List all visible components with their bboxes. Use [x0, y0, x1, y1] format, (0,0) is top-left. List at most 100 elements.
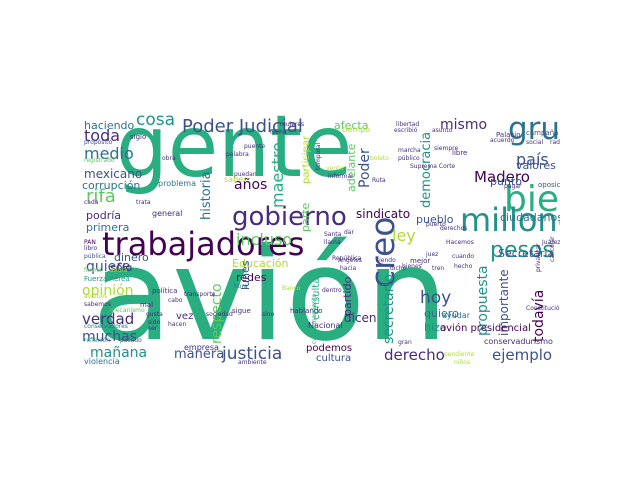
word-sido: sido [148, 319, 161, 326]
word-pais: país [516, 150, 549, 169]
word-madero: Madero [474, 168, 530, 186]
word-banco: Banco [282, 285, 301, 292]
word-radio: radio [550, 139, 560, 146]
word-obra: obra [162, 155, 176, 162]
word-hacen: hacen [168, 321, 187, 328]
word-puente: puente [244, 143, 266, 150]
word-puerto: puerto [426, 221, 446, 228]
word-historia: historia [199, 171, 214, 220]
word-primera: primera [86, 221, 130, 234]
word-conservadores: conservadores [84, 323, 128, 330]
word-mecanismo: mecanismo [110, 307, 145, 314]
word-acuerdo: acuerdo [490, 137, 515, 144]
word-sabemos: sabemos [84, 301, 111, 308]
word-tiempo: tiempo [342, 125, 371, 134]
word-opinion: opinión [82, 283, 134, 299]
word-sigue: sigue [232, 307, 251, 315]
word-puedan: puedan [234, 171, 257, 178]
word-verdad: verdad [82, 310, 135, 328]
word-violencia: violencia [84, 357, 120, 366]
word-avion-presidencial: avión presidencial [440, 323, 531, 334]
word-podemos: podemos [306, 343, 353, 354]
word-manera: manera [174, 347, 225, 362]
word-sindicato: sindicato [356, 207, 411, 221]
word-gente: gente [116, 112, 353, 197]
word-registrado: registrado [84, 157, 115, 164]
word-trata: trata [136, 199, 151, 206]
word-hablando: hablando [290, 307, 323, 315]
word-todavia: todavía [531, 289, 547, 342]
word-dicen: dicen [344, 311, 377, 325]
word-anos: años [234, 177, 268, 193]
word-hoy: hoy [420, 288, 452, 308]
word-sociedad: sociedad [206, 311, 233, 318]
word-dar: dar [344, 229, 354, 236]
word-hacemos: Hacemos [446, 239, 474, 246]
word-dicho: dicho [390, 265, 407, 272]
word-temporal: temporal [315, 142, 322, 170]
word-escribio: escribió [394, 127, 418, 134]
word-social: social [526, 139, 544, 146]
word-mejor: mejor [410, 257, 431, 265]
word-poder-judicial: Poder Judicial [182, 116, 303, 137]
word-hora: hora [234, 283, 248, 290]
word-derecho: derecho [384, 346, 445, 364]
word-corrupcion: corrupción [82, 179, 141, 192]
word-cuestionamiento: cuestionamiento [311, 293, 318, 344]
word-secretaria: Secretaria [498, 247, 555, 260]
word-grupo: grupo [508, 112, 560, 147]
word-gobierno: gobierno [232, 202, 347, 232]
word-ejemplo: ejemplo [492, 346, 553, 364]
word-siempre: siempre [434, 145, 459, 152]
word-gran: gran [398, 339, 412, 346]
word-marcha: marcha [398, 147, 421, 154]
word-pueblo: pueblo [416, 213, 454, 226]
word-juez: juez [426, 251, 439, 258]
word-llama: llama [324, 239, 341, 246]
word-constitucion: Constitución [526, 305, 560, 312]
word-pendiente: pendiente [444, 351, 475, 358]
word-hizo: hizo [424, 321, 447, 334]
word-valores: valores [516, 159, 556, 172]
word-medio: medio [84, 144, 134, 163]
word-aviones: aviones [84, 293, 108, 300]
word-privatizar: privatizar [535, 243, 542, 272]
word-educacion: Educación [232, 257, 289, 270]
word-manana: mañana [90, 345, 148, 361]
word-asunto: asunto [432, 127, 453, 134]
word-hecho: hecho [454, 263, 473, 270]
word-toda: toda [84, 126, 121, 145]
word-empresa: empresa [184, 343, 219, 352]
word-libre: libre [452, 149, 468, 157]
word-conservadurismo: conservadurismo [484, 337, 553, 346]
word-justicia: justicia [222, 344, 283, 364]
word-nacional: Nacional [308, 321, 343, 330]
word-ciudadanos: ciudadanos [500, 211, 560, 224]
word-ninos: niños [454, 359, 471, 366]
word-libro: libro [84, 245, 98, 252]
word-tren: tren [432, 265, 445, 272]
word-palacio: Palacio [496, 131, 521, 139]
word-ayudar: ayudar [442, 311, 470, 320]
word-cloud: gente avión trabajadores creo bien millo… [80, 112, 560, 368]
word-participar: participar [301, 135, 312, 184]
word-politica: política [152, 287, 178, 295]
word-rifa: rifa [86, 186, 116, 207]
word-dentro: dentro [322, 287, 342, 294]
word-ambiente: ambiente [238, 359, 267, 366]
word-suprema-corte: Suprema Corte [410, 163, 456, 170]
word-cada: cada [84, 199, 99, 206]
word-fecha: fecha [270, 129, 287, 136]
word-mexicano: mexicano [84, 167, 143, 181]
word-pan: PAN [84, 239, 96, 246]
word-ser: ser [148, 325, 158, 332]
word-boleto: boleto [370, 155, 389, 162]
word-trabajadores: trabajadores [102, 225, 305, 263]
word-republica: República [332, 255, 362, 262]
word-millones: millones [460, 201, 560, 239]
word-campana: campaña [526, 129, 559, 137]
word-siendo: siendo [376, 257, 396, 264]
word-santa: Santa [324, 231, 342, 238]
word-parte: parte [299, 202, 312, 232]
